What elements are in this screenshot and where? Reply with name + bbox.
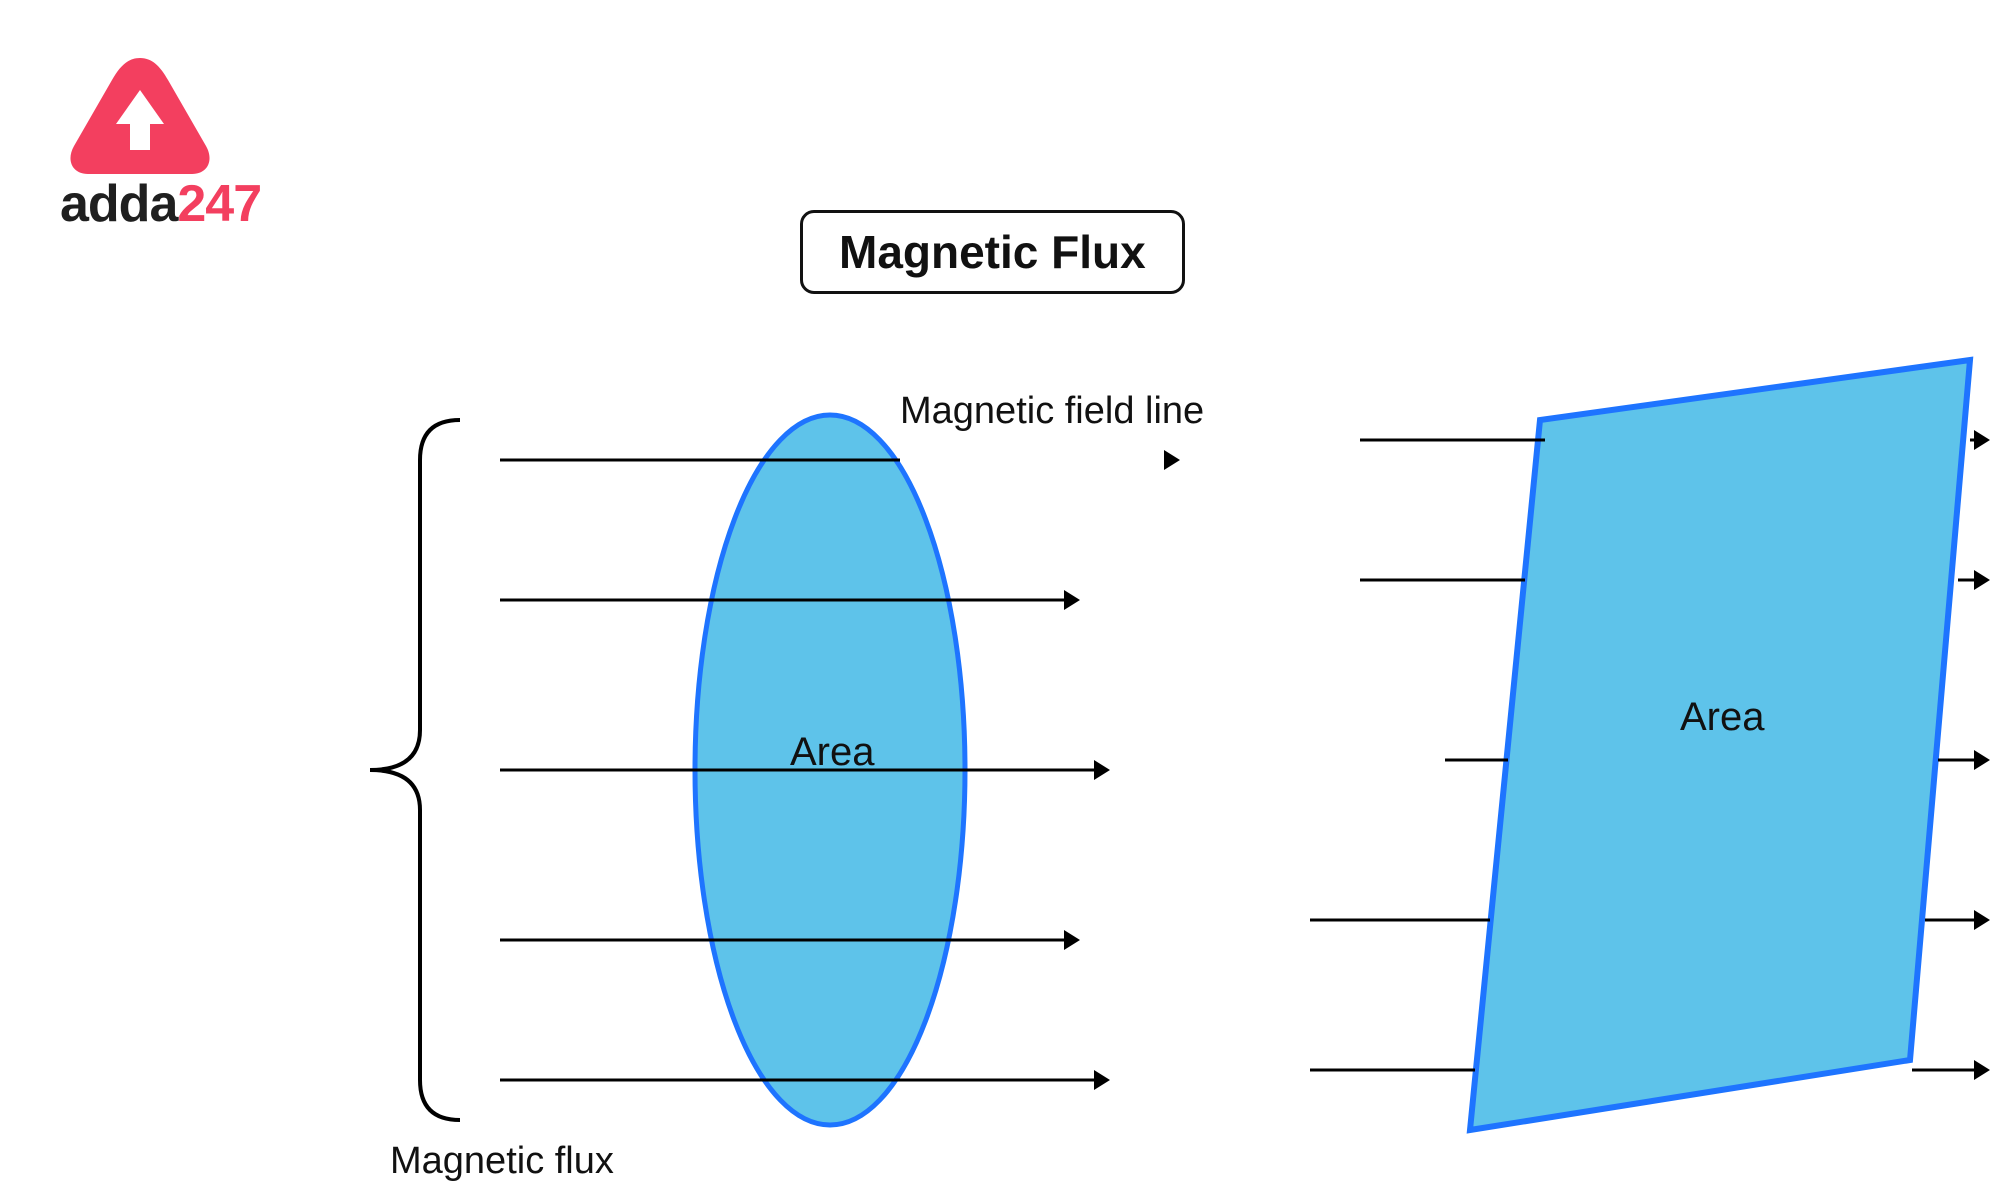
flux-label: Magnetic flux [390, 1140, 614, 1183]
left-area-label: Area [790, 730, 875, 775]
diagram-canvas: adda247 Magnetic Flux Magnetic field lin… [0, 0, 2000, 1200]
field-line-label: Magnetic field line [900, 390, 1204, 433]
diagram-svg [0, 0, 2000, 1200]
right-area-label: Area [1680, 695, 1765, 740]
